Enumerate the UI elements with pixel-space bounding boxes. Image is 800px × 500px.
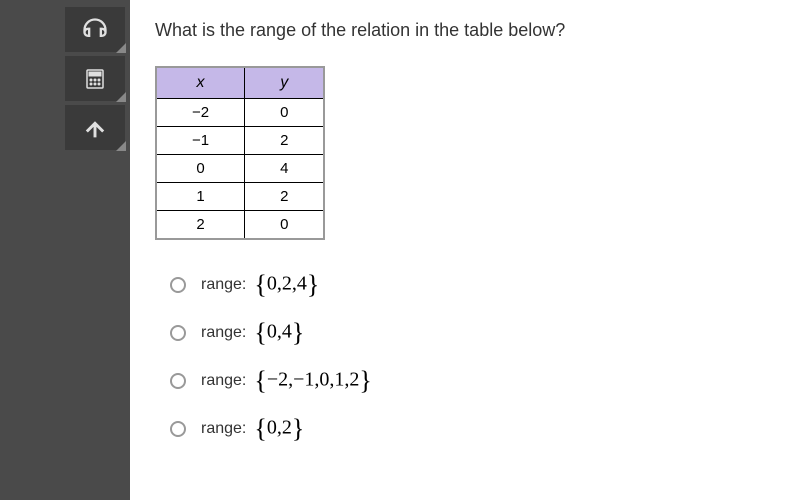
headphones-button[interactable] — [65, 7, 125, 52]
headphones-icon — [81, 16, 109, 44]
option-4[interactable]: range: {0,2} — [170, 414, 775, 444]
question-text: What is the range of the relation in the… — [155, 20, 775, 41]
table-row: 20 — [156, 211, 324, 240]
option-label: range: — [201, 372, 246, 390]
table-row: −12 — [156, 127, 324, 155]
option-label: range: — [201, 276, 246, 294]
table-row: −20 — [156, 99, 324, 127]
option-label: range: — [201, 324, 246, 342]
table-row: 04 — [156, 155, 324, 183]
collapse-button[interactable] — [65, 105, 125, 150]
option-1[interactable]: range: {0,2,4} — [170, 270, 775, 300]
radio-button[interactable] — [170, 277, 186, 293]
radio-button[interactable] — [170, 325, 186, 341]
option-2[interactable]: range: {0,4} — [170, 318, 775, 348]
set-value: {−2,−1,0,1,2} — [254, 366, 372, 396]
radio-button[interactable] — [170, 373, 186, 389]
table-row: 12 — [156, 183, 324, 211]
set-value: {0,2} — [254, 414, 304, 444]
chevron-up-icon — [81, 114, 109, 142]
content-area: What is the range of the relation in the… — [130, 0, 800, 500]
option-label: range: — [201, 420, 246, 438]
col-header-x: x — [156, 67, 245, 99]
sidebar — [0, 0, 130, 500]
relation-table: x y −20 −12 04 12 20 — [155, 66, 325, 240]
set-value: {0,2,4} — [254, 270, 319, 300]
radio-button[interactable] — [170, 421, 186, 437]
col-header-y: y — [245, 67, 325, 99]
calculator-button[interactable] — [65, 56, 125, 101]
calculator-icon — [83, 67, 107, 91]
set-value: {0,4} — [254, 318, 304, 348]
option-3[interactable]: range: {−2,−1,0,1,2} — [170, 366, 775, 396]
